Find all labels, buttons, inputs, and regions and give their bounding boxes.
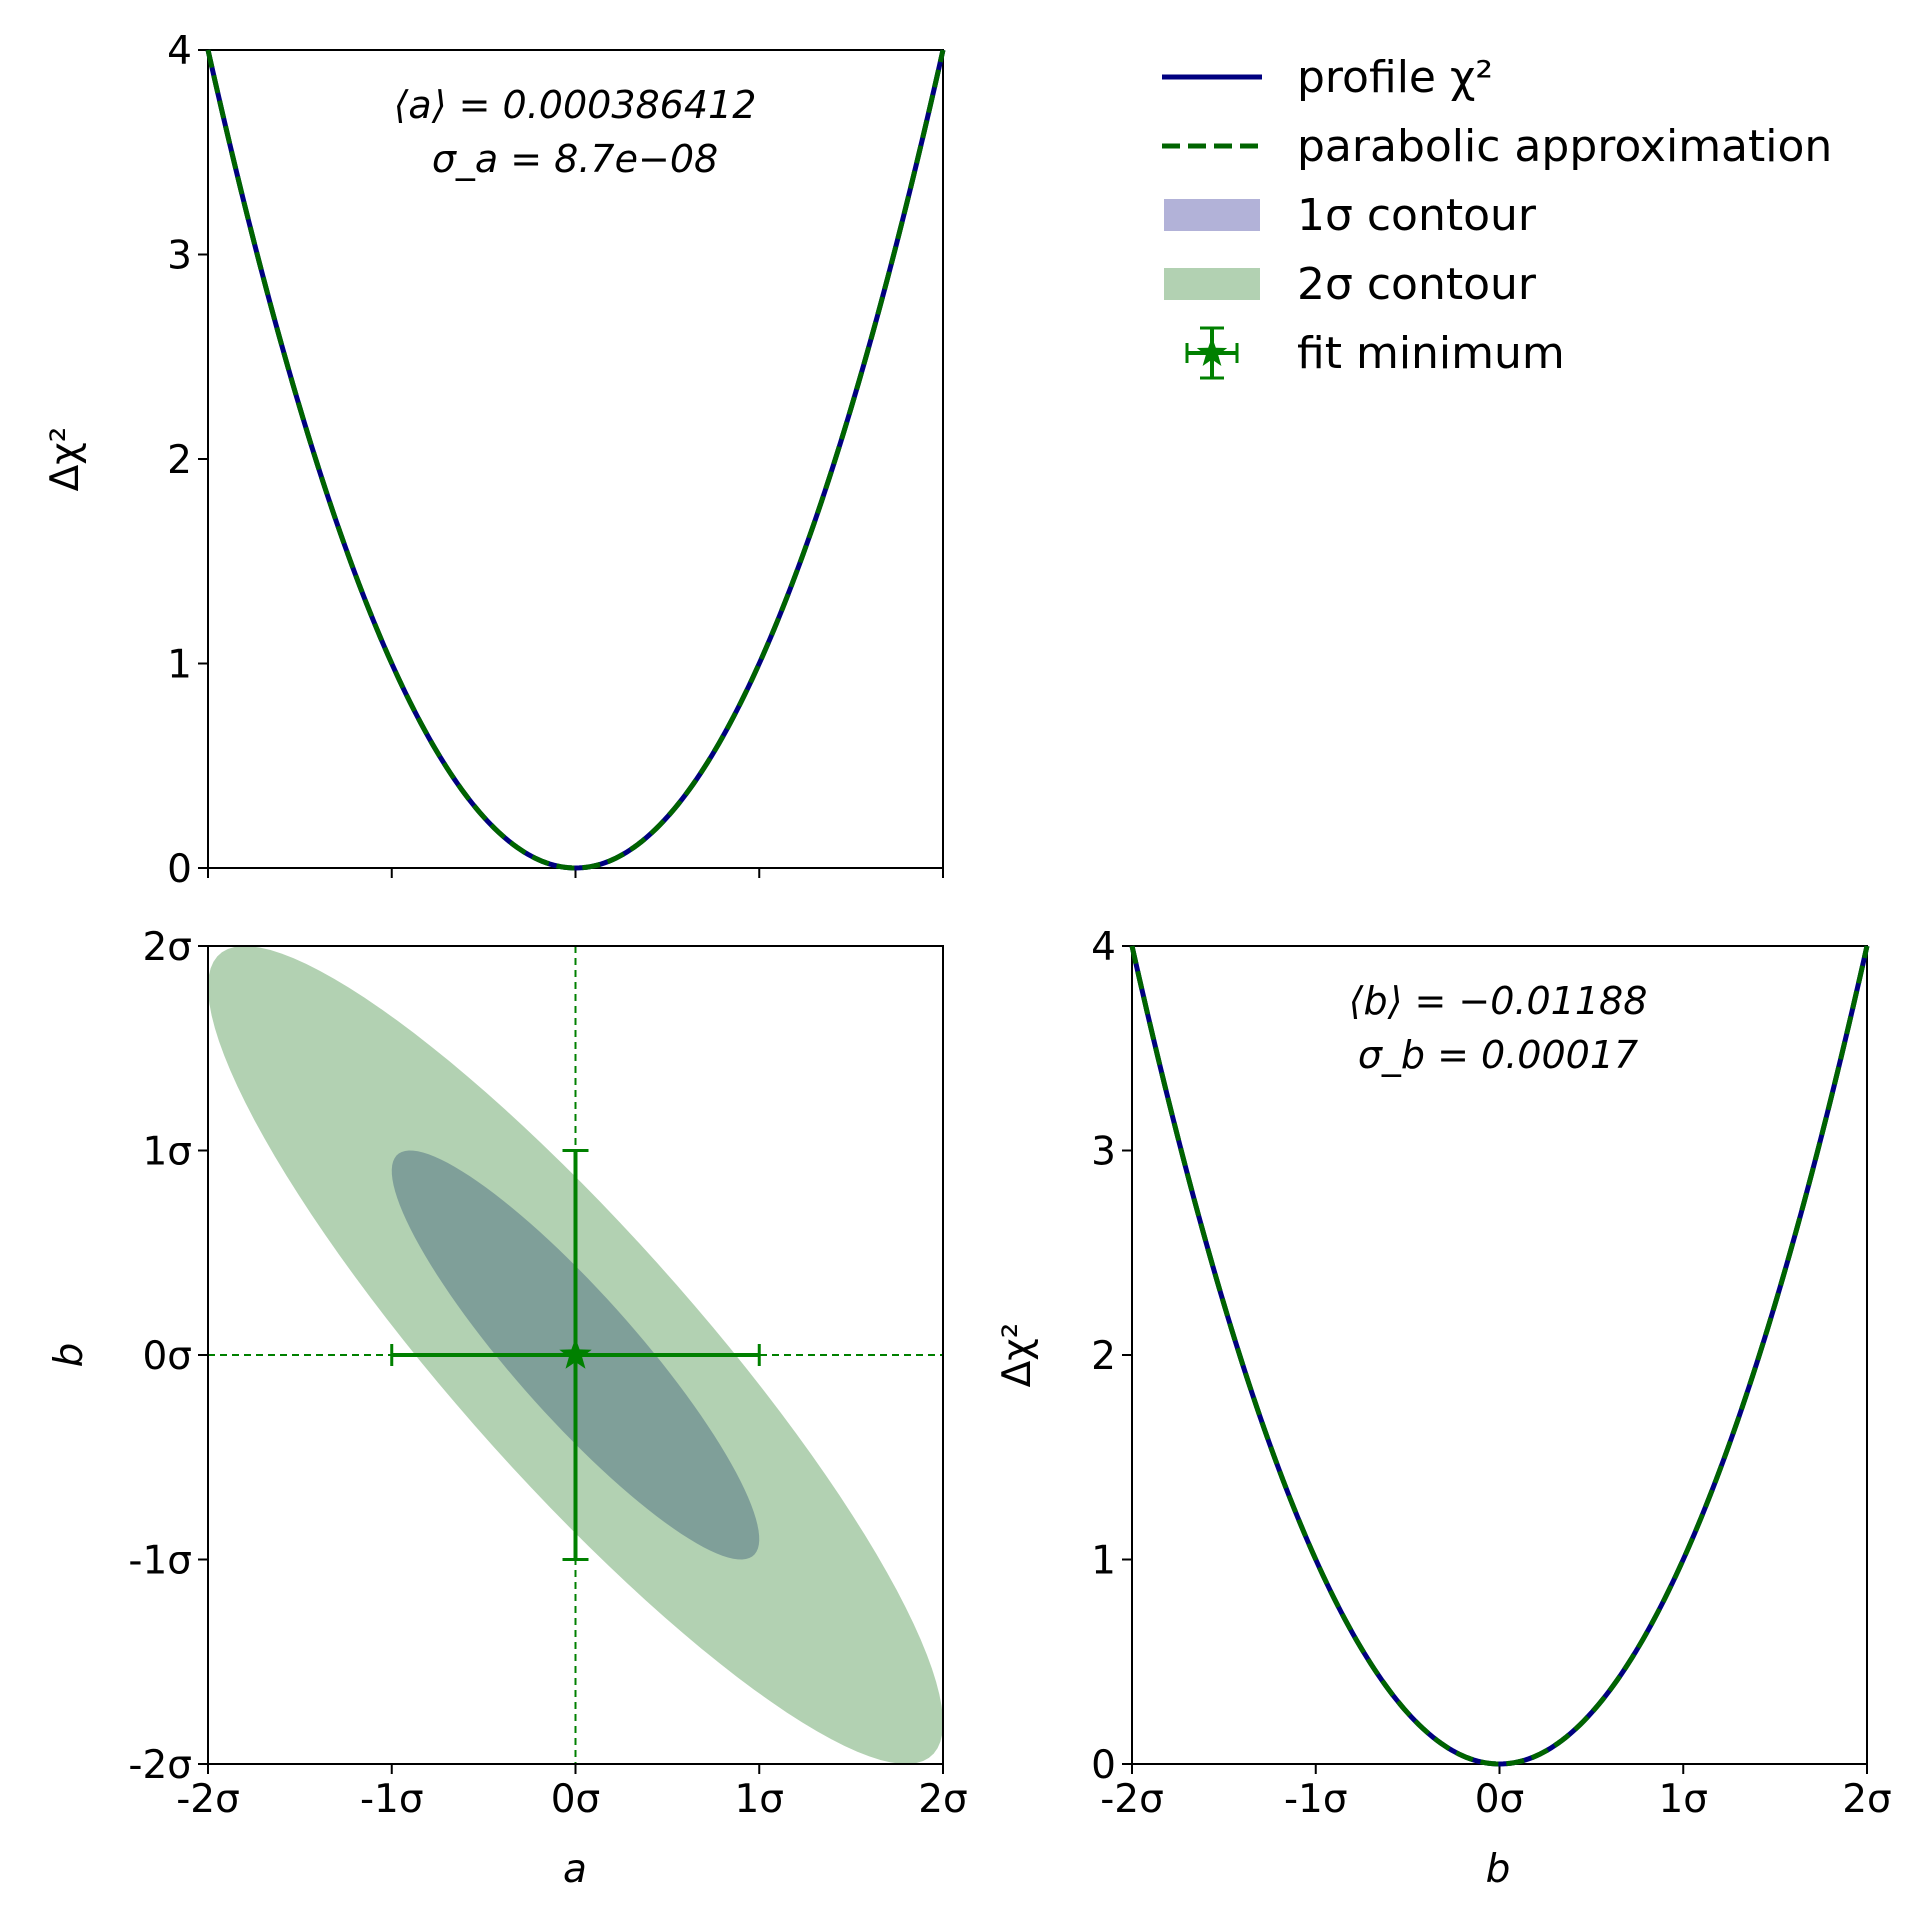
panel-b-ytick-label-3: 1σ [142,1130,192,1175]
panel-c-ytick-label-1: 1 [1091,1539,1116,1584]
panel-c-ylabel: Δχ² [995,1323,1040,1388]
panel-a-ylabel: Δχ² [43,427,88,492]
legend-swatch-fit-star [1196,337,1228,366]
panel-c-xtick-label-2: 0σ [1475,1777,1525,1822]
panel-a-annotation-mean: ⟨a⟩ = 0.000386412 [394,83,757,127]
panel-a-annotation-sigma: σ_a = 8.7e−08 [432,137,718,181]
panel-b-ytick-label-2: 0σ [142,1334,192,1379]
legend-swatch-1-contour [1164,199,1260,231]
panel-c-ytick-label-4: 4 [1091,925,1116,970]
panel-c-series-parabolic [1129,945,1870,1767]
panel-b-ytick-label-0: -2σ [128,1743,192,1788]
legend: profile χ² parabolic approximation 1σ cont… [1162,52,1832,380]
panel-c-xtick-label-1: -1σ [1284,1777,1348,1822]
legend-label-fit-minimum: fit minimum [1297,328,1565,379]
panel-b-xtick-label-4: 2σ [918,1777,968,1822]
panel-c-profile: -2σ -1σ 0σ 1σ 2σ 0 1 2 3 4 ⟨b⟩ = −0.01188 σ_b = 0… [995,925,1892,1892]
panel-c-ytick-label-0: 0 [1091,1743,1116,1788]
panel-c-xlabel: b [1486,1847,1511,1892]
panel-b-ytick-label-4: 2σ [142,925,192,970]
panel-b-ytick-label-1: -1σ [128,1539,192,1584]
panel-b-xtick-label-1: -1σ [360,1777,424,1822]
panel-a-ytick-label-1: 1 [167,643,192,688]
panel-c-xtick-label-0: -2σ [1100,1777,1164,1822]
legend-label-1-contour: 1σ contour [1297,190,1537,241]
panel-c-annotation-sigma: σ_b = 0.00017 [1358,1033,1638,1077]
panel-c-xtick-label-3: 1σ [1658,1777,1708,1822]
legend-label-2-contour: 2σ contour [1297,259,1537,310]
panel-b-contour: -2σ -1σ 0σ 1σ 2σ -2σ -1σ 0σ 1σ 2σ a b [47,925,968,1892]
panel-a-ytick-label-2: 2 [167,438,192,483]
panel-b-xtick-label-3: 1σ [734,1777,784,1822]
panel-c-ytick-label-2: 2 [1091,1334,1116,1379]
fit-minimum-star [559,1338,592,1369]
panel-c-ytick-label-3: 3 [1091,1130,1116,1175]
panel-c-xtick-label-4: 2σ [1842,1777,1892,1822]
panel-b-xtick-label-2: 0σ [551,1777,601,1822]
panel-a-ytick-label-3: 3 [167,234,192,279]
panel-a-series-parabolic [205,49,946,871]
panel-a-ytick-label-4: 4 [167,29,192,74]
legend-swatch-2-contour [1164,268,1260,300]
panel-a-profile: 0 1 2 3 4 ⟨a⟩ = 0.000386412 σ_a = 8.7e−08 Δχ… [43,29,946,892]
legend-label-parabolic-approximation: parabolic approximation [1297,121,1832,172]
panel-a-ytick-label-0: 0 [167,847,192,892]
panel-b-xtick-label-0: -2σ [176,1777,240,1822]
legend-label-profile-: profile χ² [1297,52,1493,103]
panel-b-ylabel: b [47,1343,92,1368]
panel-c-annotation-mean: ⟨b⟩ = −0.01188 [1349,979,1648,1023]
panel-b-xlabel: a [563,1847,587,1892]
